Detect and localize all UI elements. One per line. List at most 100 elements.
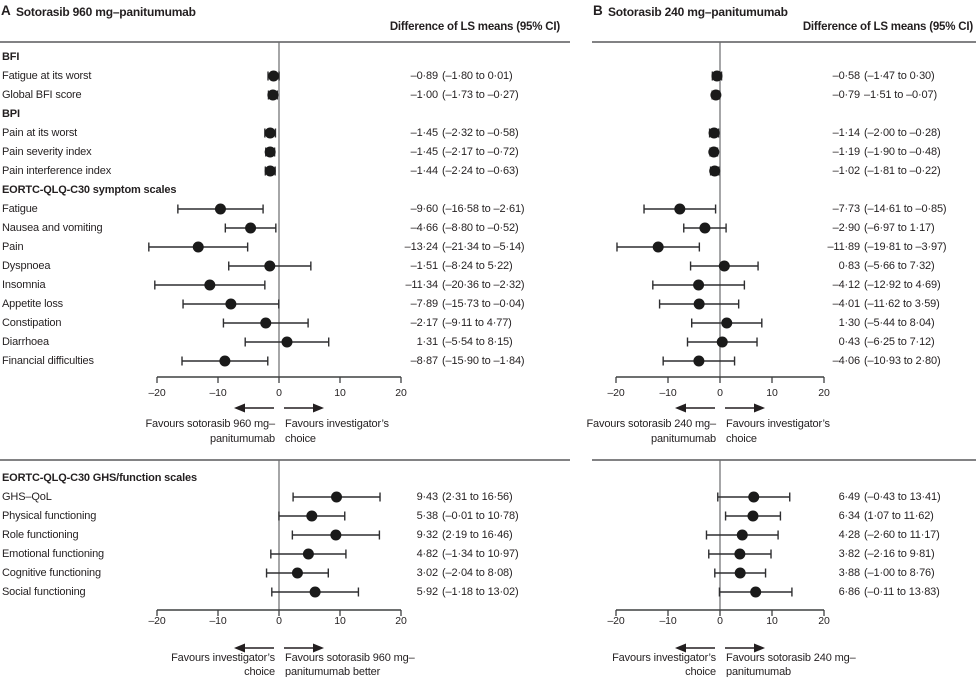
point-estimate — [192, 241, 204, 253]
axis-tick-label: 0 — [717, 615, 723, 627]
value-ci: (–1·34 to 10·97) — [442, 548, 519, 560]
favours-left-label: Favours sotorasib 960 mg– panitumumab — [145, 418, 275, 445]
value-estimate: –8·87 — [410, 355, 439, 367]
axis-tick-label: 10 — [766, 615, 778, 627]
value-estimate: –4·01 — [832, 298, 861, 310]
value-estimate: –13·24 — [404, 241, 439, 253]
value-estimate: 9·32 — [416, 529, 439, 541]
panel-b-column-header: Difference of LS means (95% CI) — [802, 21, 973, 33]
value-estimate: –11·34 — [405, 279, 438, 291]
point-estimate — [718, 260, 730, 272]
value-ci: (–6·97 to 1·17) — [864, 222, 935, 234]
value-ci: (1·07 to 11·62) — [864, 510, 934, 522]
axis-tick-label: 0 — [717, 387, 723, 399]
scale-group-header: EORTC-QLQ-C30 GHS/function scales — [2, 472, 197, 484]
value-ci: (–1·81 to –0·22) — [864, 165, 941, 177]
value-ci: (–1·47 to 0·30) — [864, 70, 935, 82]
favours-right-arrowhead — [313, 403, 324, 413]
value-ci: (–0·43 to 13·41) — [864, 491, 941, 503]
row-label: GHS–QoL — [2, 491, 52, 503]
value-ci: (–10·93 to 2·80) — [864, 355, 941, 367]
scale-group-header: BPI — [2, 108, 20, 120]
value-ci: (–15·73 to –0·04) — [442, 298, 525, 310]
value-estimate: 1·30 — [838, 317, 861, 329]
value-ci: (–9·11 to 4·77) — [442, 317, 512, 329]
value-estimate: –9·60 — [410, 203, 439, 215]
point-estimate — [708, 127, 720, 139]
point-estimate — [652, 241, 664, 253]
value-estimate: 9·43 — [416, 491, 439, 503]
point-estimate — [214, 203, 226, 215]
value-ci: (–1·90 to –0·48) — [864, 146, 941, 158]
panel-a-letter: A — [1, 3, 11, 18]
scale-group-header: BFI — [2, 51, 20, 63]
axis-tick-label: –10 — [209, 387, 227, 399]
value-ci: (–5·66 to 7·32) — [864, 260, 935, 272]
value-ci: (–12·92 to 4·69) — [864, 279, 941, 291]
point-estimate — [736, 529, 748, 541]
value-estimate: –1·02 — [832, 165, 861, 177]
point-estimate — [708, 146, 720, 158]
panel-a-column-header: Difference of LS means (95% CI) — [389, 21, 560, 33]
value-estimate: –1·51 — [410, 260, 439, 272]
value-ci: (–2·32 to –0·58) — [442, 127, 519, 139]
value-ci: (–2·16 to 9·81) — [864, 548, 935, 560]
row-label: Nausea and vomiting — [2, 222, 103, 234]
point-estimate — [291, 567, 303, 579]
value-ci: (–2·60 to 11·17) — [864, 529, 940, 541]
value-ci: (–2·04 to 8·08) — [442, 567, 513, 579]
axis-tick-label: 20 — [395, 615, 407, 627]
row-label: Financial difficulties — [2, 355, 94, 367]
value-estimate: –4·12 — [832, 279, 861, 291]
value-estimate: 5·38 — [416, 510, 439, 522]
row-label: Social functioning — [2, 586, 86, 598]
value-estimate: –2·90 — [832, 222, 861, 234]
value-estimate: 5·92 — [416, 586, 439, 598]
favours-left-label: Favours sotorasib 240 mg– panitumumab — [586, 418, 716, 445]
axis-tick-label: –10 — [659, 387, 677, 399]
value-estimate: –0·58 — [832, 70, 861, 82]
favours-right-arrowhead — [313, 643, 324, 653]
point-estimate — [709, 165, 721, 177]
point-estimate — [699, 222, 711, 234]
point-estimate — [716, 336, 728, 348]
point-estimate — [264, 146, 276, 158]
value-estimate: 6·86 — [838, 586, 861, 598]
value-ci: (–2·24 to –0·63) — [442, 165, 519, 177]
value-estimate: –1·45 — [410, 146, 439, 158]
axis-tick-label: 0 — [276, 387, 282, 399]
value-estimate: –4·06 — [832, 355, 861, 367]
value-estimate: 6·49 — [838, 491, 861, 503]
favours-right-arrowhead — [754, 403, 765, 413]
row-label: Pain severity index — [2, 146, 92, 158]
row-label: Cognitive functioning — [2, 567, 101, 579]
point-estimate — [331, 491, 343, 503]
value-estimate: –7·73 — [832, 203, 861, 215]
value-ci: (–2·00 to –0·28) — [864, 127, 941, 139]
axis-tick-label: –20 — [148, 387, 166, 399]
value-ci: (–0·11 to 13·83) — [864, 586, 940, 598]
point-estimate — [260, 317, 272, 329]
point-estimate — [306, 510, 318, 522]
value-estimate: –11·89 — [827, 241, 860, 253]
value-estimate: 4·82 — [416, 548, 439, 560]
axis-tick-label: 10 — [334, 387, 346, 399]
value-ci: (–8·80 to –0·52) — [442, 222, 519, 234]
panel-b-title: Sotorasib 240 mg–panitumumab — [608, 5, 788, 19]
point-estimate — [330, 529, 342, 541]
value-ci: (–8·24 to 5·22) — [442, 260, 513, 272]
value-estimate: 4·28 — [838, 529, 861, 541]
axis-tick-label: –10 — [209, 615, 227, 627]
row-label: Pain at its worst — [2, 127, 78, 139]
point-estimate — [225, 298, 237, 310]
favours-right-label: Favours investigator’s choice — [285, 418, 389, 445]
point-estimate — [267, 89, 279, 101]
axis-tick-label: 0 — [276, 615, 282, 627]
row-label: Role functioning — [2, 529, 79, 541]
row-label: Constipation — [2, 317, 62, 329]
point-estimate — [281, 336, 293, 348]
axis-tick-label: 20 — [818, 387, 830, 399]
value-ci: (–6·25 to 7·12) — [864, 336, 935, 348]
row-label: Pain interference index — [2, 165, 112, 177]
row-label: Appetite loss — [2, 298, 64, 310]
